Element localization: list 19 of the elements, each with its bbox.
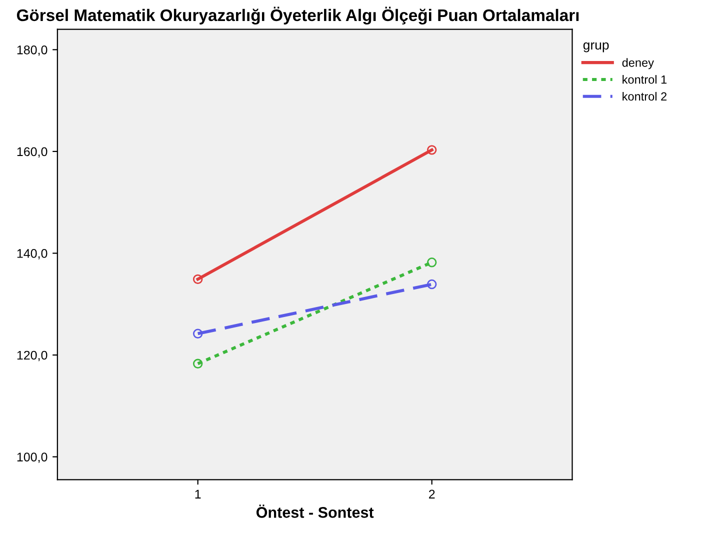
y-tick-label: 160,0 [17,147,48,158]
point [426,279,437,290]
y-tick-label: 100,0 [17,452,48,463]
legend-label: kontrol 2 [622,92,667,101]
y-tick-label: 140,0 [17,249,48,260]
legend-label: kontrol 1 [622,75,667,84]
x-tick-label: 1 [195,490,201,498]
legend-label: deney [622,58,654,70]
legend-title: grup [583,42,609,52]
x-tick-label: 2 [429,490,435,498]
point [426,145,437,155]
point [192,274,203,284]
point [192,358,203,369]
x-axis-title: Öntest - Sontest [256,504,374,518]
point [192,328,203,339]
point [426,258,437,268]
y-tick-label: 120,0 [17,350,48,362]
chart-title: Görsel Matematik Okuryazarlığı Öyeterlik Algı Ölçeği Puan Ortalamaları [16,6,579,25]
y-tick-label: 180,0 [17,45,48,56]
